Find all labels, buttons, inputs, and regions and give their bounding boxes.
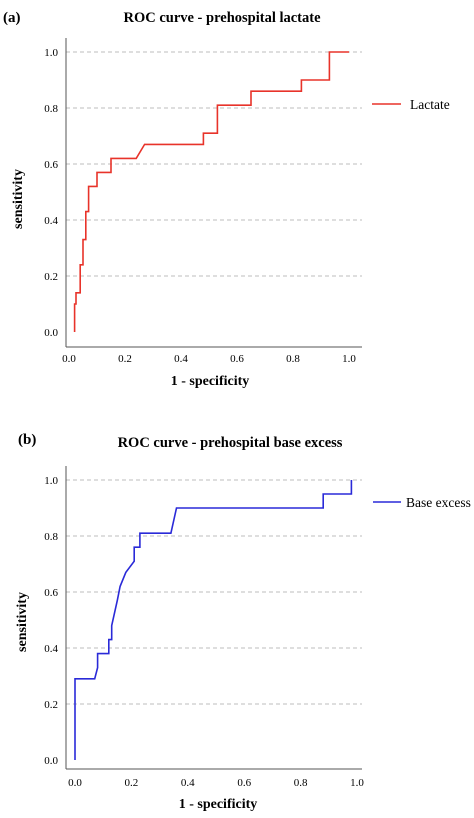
panel-a-title: ROC curve - prehospital lactate bbox=[123, 10, 321, 26]
panel-a-y-tick-label: 0.2 bbox=[44, 271, 58, 283]
panel-a: (a) ROC curve - prehospital lactate 0.00… bbox=[3, 10, 450, 389]
panel-a-y-ticks: 0.0 0.2 0.4 0.6 0.8 1.0 bbox=[44, 47, 58, 339]
panel-b-y-axis-label: sensitivity bbox=[15, 592, 30, 652]
panel-b-y-tick-label: 0.6 bbox=[44, 587, 58, 599]
panel-b-title: ROC curve - prehospital base excess bbox=[118, 435, 343, 451]
panel-b-letter: (b) bbox=[18, 432, 36, 448]
panel-b: (b) ROC curve - prehospital base excess … bbox=[15, 432, 471, 812]
panel-b-x-axis-label: 1 - specificity bbox=[179, 797, 258, 812]
panel-b-x-tick-label: 0.6 bbox=[237, 777, 251, 789]
panel-a-y-tick-label: 0.0 bbox=[44, 327, 58, 339]
panel-b-x-tick-label: 0.4 bbox=[181, 777, 195, 789]
panel-a-grid bbox=[66, 51, 362, 277]
panel-a-y-tick-label: 0.8 bbox=[44, 103, 58, 115]
panel-b-axes bbox=[65, 466, 362, 770]
panel-b-x-tick-label: 0.8 bbox=[294, 777, 308, 789]
panel-b-y-tick-label: 0.8 bbox=[44, 531, 58, 543]
panel-a-x-tick-label: 0.2 bbox=[118, 353, 132, 365]
panel-b-y-ticks: 0.0 0.2 0.4 0.6 0.8 1.0 bbox=[44, 475, 58, 767]
panel-b-y-tick-label: 0.0 bbox=[44, 755, 58, 767]
panel-a-x-tick-label: 0.6 bbox=[230, 353, 244, 365]
panel-a-x-axis-label: 1 - specificity bbox=[171, 374, 250, 389]
panel-b-x-tick-label: 0.0 bbox=[68, 777, 82, 789]
panel-b-y-tick-label: 1.0 bbox=[44, 475, 58, 487]
panel-a-x-ticks: 0.0 0.2 0.4 0.6 0.8 1.0 bbox=[62, 353, 356, 365]
panel-a-series-lactate bbox=[73, 51, 349, 332]
panel-a-x-tick-label: 0.0 bbox=[62, 353, 76, 365]
panel-b-y-tick-label: 0.4 bbox=[44, 643, 58, 655]
panel-b-x-ticks: 0.0 0.2 0.4 0.6 0.8 1.0 bbox=[68, 777, 364, 789]
panel-a-letter: (a) bbox=[3, 10, 21, 26]
panel-b-y-tick-label: 0.2 bbox=[44, 699, 58, 711]
panel-b-grid bbox=[66, 479, 362, 705]
panel-a-y-tick-label: 0.4 bbox=[44, 215, 58, 227]
panel-a-y-tick-label: 0.6 bbox=[44, 159, 58, 171]
panel-b-series-base-excess bbox=[74, 480, 353, 760]
panel-a-x-tick-label: 0.8 bbox=[286, 353, 300, 365]
panel-a-y-tick-label: 1.0 bbox=[44, 47, 58, 59]
panel-a-x-tick-label: 1.0 bbox=[342, 353, 356, 365]
panel-b-x-tick-label: 0.2 bbox=[125, 777, 139, 789]
panel-b-x-tick-label: 1.0 bbox=[350, 777, 364, 789]
panel-a-y-axis-label: sensitivity bbox=[11, 169, 26, 229]
panel-a-x-tick-label: 0.4 bbox=[174, 353, 188, 365]
panel-b-legend-label: Base excess bbox=[406, 495, 471, 510]
panel-a-legend-label: Lactate bbox=[410, 97, 450, 112]
panel-a-axes bbox=[65, 38, 362, 348]
